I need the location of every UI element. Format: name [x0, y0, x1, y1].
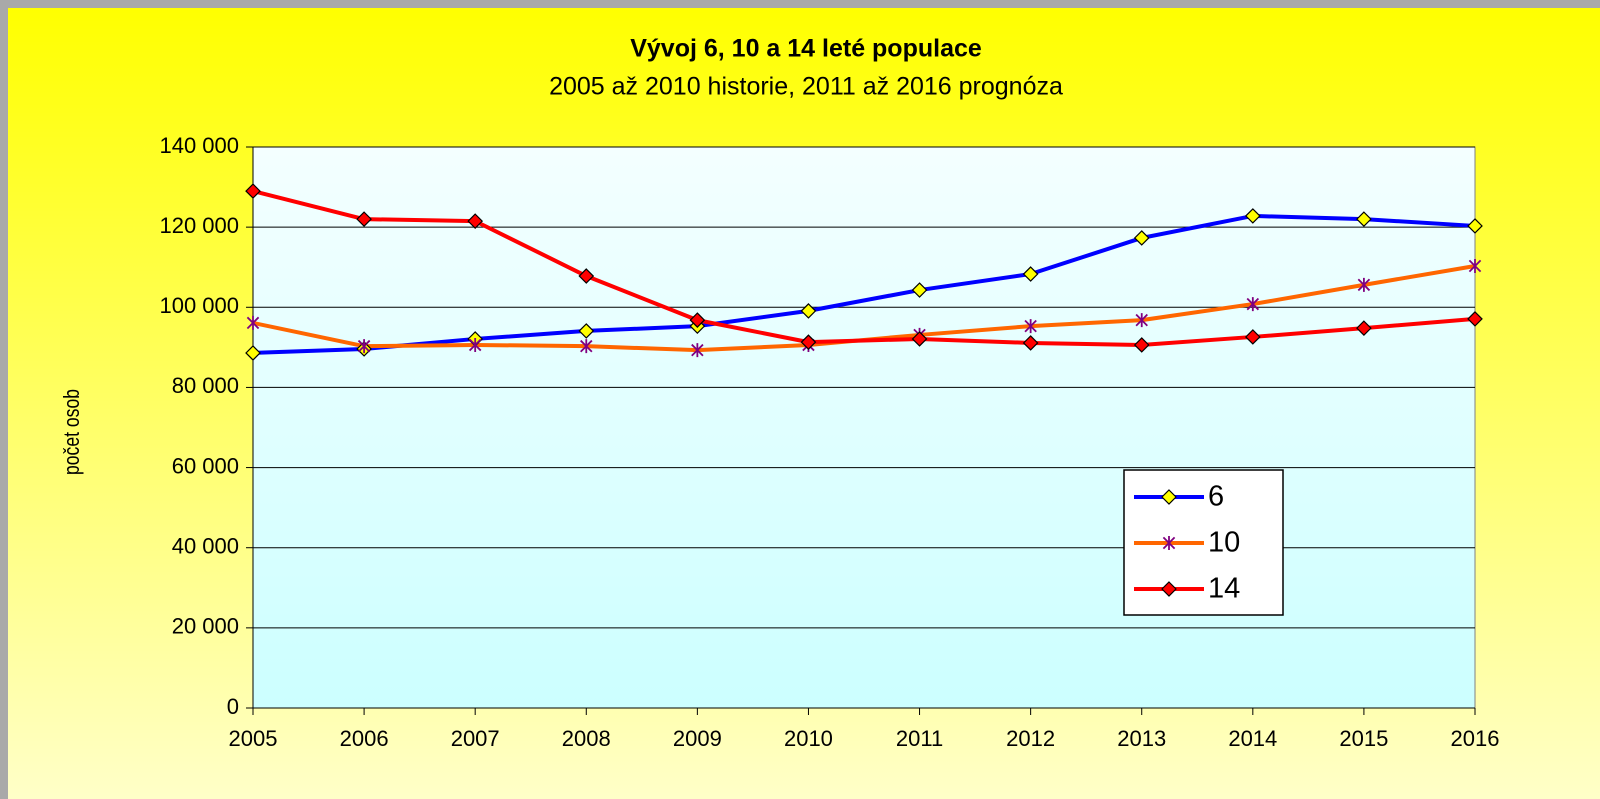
marker — [578, 323, 595, 339]
x-tick-label: 2014 — [1228, 726, 1277, 751]
x-tick-label: 2007 — [451, 726, 500, 751]
series-line — [252, 189, 1476, 347]
legend: 6 10 14 — [1123, 469, 1284, 616]
legend-label: 10 — [1208, 527, 1240, 559]
marker — [580, 339, 593, 354]
x-tick-label: 2005 — [229, 726, 278, 751]
marker — [911, 331, 928, 347]
legend-marker — [1161, 489, 1177, 505]
x-tick-label: 2012 — [1006, 726, 1055, 751]
chart-title: Vývoj 6, 10 a 14 leté populace — [630, 35, 982, 63]
marker — [1135, 313, 1148, 328]
marker — [1244, 329, 1261, 345]
legend-label: 6 — [1208, 481, 1224, 513]
marker — [467, 213, 484, 229]
y-tick-label: 140 000 — [159, 133, 239, 158]
marker — [468, 337, 482, 352]
marker — [1356, 320, 1372, 336]
x-tick-label: 2016 — [1451, 726, 1500, 751]
marker — [1244, 208, 1261, 224]
marker — [1022, 266, 1039, 282]
marker — [245, 345, 261, 361]
x-tick-label: 2006 — [340, 726, 389, 751]
marker — [578, 268, 595, 284]
marker — [691, 343, 704, 358]
marker — [356, 211, 372, 227]
marker — [800, 303, 817, 319]
marker — [246, 315, 260, 330]
marker — [1133, 230, 1150, 246]
legend-marker — [1162, 536, 1176, 550]
y-tick-label: 120 000 — [159, 213, 239, 238]
marker — [1467, 311, 1483, 327]
chart-subtitle: 2005 až 2010 historie, 2011 až 2016 prog… — [549, 73, 1063, 101]
marker — [1022, 335, 1039, 351]
y-tick-label: 100 000 — [159, 293, 239, 318]
marker — [1467, 218, 1483, 234]
x-tick-label: 2011 — [896, 726, 943, 751]
y-tick-label: 80 000 — [172, 373, 239, 398]
plot-area — [252, 146, 1476, 709]
legend-label: 14 — [1208, 573, 1240, 605]
legend-marker — [1161, 581, 1177, 597]
y-tick-label: 40 000 — [172, 534, 239, 559]
marker — [245, 183, 261, 199]
marker — [1356, 211, 1372, 227]
marker — [911, 282, 928, 298]
series-line — [252, 213, 1476, 355]
y-tick-label: 60 000 — [172, 453, 239, 478]
x-tick-label: 2013 — [1117, 726, 1166, 751]
y-tick-label: 0 — [227, 694, 239, 719]
marker — [1246, 297, 1260, 312]
y-tick-label: 20 000 — [172, 614, 239, 639]
x-tick-label: 2015 — [1339, 726, 1388, 751]
marker — [1133, 337, 1150, 353]
x-tick-label: 2008 — [562, 726, 611, 751]
marker — [1024, 319, 1037, 334]
marker — [800, 334, 817, 350]
marker — [1357, 277, 1371, 292]
x-tick-label: 2010 — [784, 726, 833, 751]
marker — [1468, 259, 1482, 274]
marker — [357, 339, 371, 354]
marker — [689, 312, 706, 328]
y-axis-label: počet osob — [60, 389, 84, 475]
x-tick-label: 2009 — [673, 726, 722, 751]
